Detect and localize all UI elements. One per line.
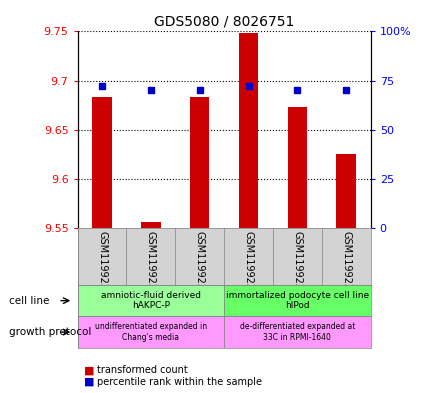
Bar xyxy=(92,97,111,228)
Text: growth protocol: growth protocol xyxy=(9,327,91,337)
Text: ■: ■ xyxy=(84,377,94,387)
Bar xyxy=(238,33,258,228)
FancyBboxPatch shape xyxy=(224,316,370,348)
Text: GSM1199232: GSM1199232 xyxy=(145,231,156,296)
Text: amniotic-fluid derived
hAKPC-P: amniotic-fluid derived hAKPC-P xyxy=(101,291,200,310)
Title: GDS5080 / 8026751: GDS5080 / 8026751 xyxy=(154,15,294,29)
Bar xyxy=(190,97,209,228)
Bar xyxy=(287,107,307,228)
Text: de-differentiated expanded at
33C in RPMI-1640: de-differentiated expanded at 33C in RPM… xyxy=(239,322,354,342)
Text: percentile rank within the sample: percentile rank within the sample xyxy=(97,377,261,387)
Text: GSM1199238: GSM1199238 xyxy=(292,231,302,296)
Text: GSM1199239: GSM1199239 xyxy=(341,231,350,296)
Text: immortalized podocyte cell line
hIPod: immortalized podocyte cell line hIPod xyxy=(225,291,368,310)
Text: GSM1199237: GSM1199237 xyxy=(243,231,253,296)
FancyBboxPatch shape xyxy=(77,316,224,348)
Text: undifferentiated expanded in
Chang's media: undifferentiated expanded in Chang's med… xyxy=(95,322,206,342)
FancyBboxPatch shape xyxy=(77,285,224,316)
Text: transformed count: transformed count xyxy=(97,365,187,375)
FancyBboxPatch shape xyxy=(224,285,370,316)
Bar xyxy=(141,222,160,228)
Text: cell line: cell line xyxy=(9,296,49,306)
Bar xyxy=(336,154,355,228)
Text: ■: ■ xyxy=(84,365,94,375)
Text: GSM1199231: GSM1199231 xyxy=(97,231,107,296)
Text: GSM1199233: GSM1199233 xyxy=(194,231,204,296)
